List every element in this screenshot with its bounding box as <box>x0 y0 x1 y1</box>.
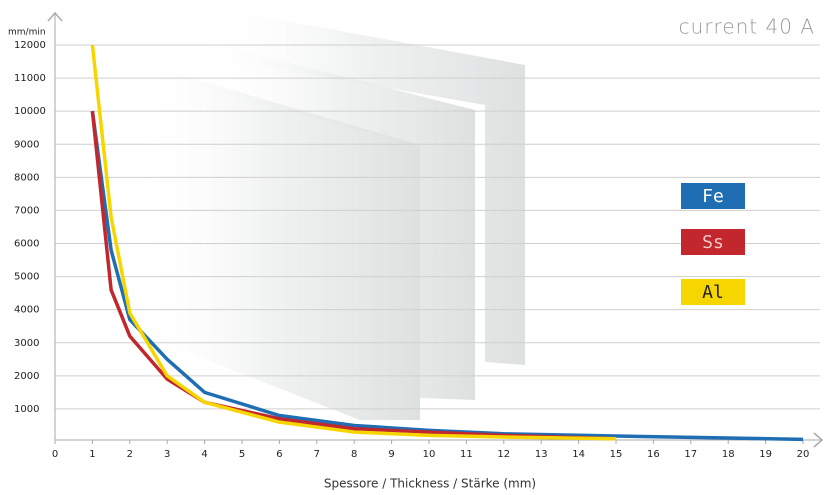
y-tick-label: 9000 <box>14 139 39 150</box>
x-tick-label: 18 <box>722 449 735 460</box>
x-tick-label: 11 <box>460 449 473 460</box>
y-tick-label: 8000 <box>14 172 39 183</box>
x-tick-label: 1 <box>89 449 95 460</box>
x-tick-label: 8 <box>351 449 357 460</box>
x-tick-label: 3 <box>164 449 170 460</box>
legend-item: Al <box>681 279 745 305</box>
legend-label: Ss <box>702 232 724 253</box>
legend-item: Fe <box>681 183 745 209</box>
x-tick-label: 10 <box>423 449 436 460</box>
y-tick-label: 11000 <box>14 73 46 84</box>
x-tick-label: 4 <box>201 449 207 460</box>
x-tick-label: 14 <box>572 449 585 460</box>
y-tick-label: 10000 <box>14 106 46 117</box>
x-tick-label: 9 <box>388 449 394 460</box>
x-tick-label: 16 <box>647 449 660 460</box>
x-tick-label: 5 <box>239 449 245 460</box>
legend-label: Al <box>702 282 724 303</box>
y-tick-label: 12000 <box>14 40 46 51</box>
y-tick-label: 1000 <box>14 404 39 415</box>
x-tick-label: 12 <box>497 449 510 460</box>
legend-swatch <box>681 229 745 255</box>
x-tick-label: 13 <box>535 449 548 460</box>
legend-item: Ss <box>681 229 745 255</box>
x-tick-label: 6 <box>276 449 282 460</box>
x-tick-label: 17 <box>684 449 697 460</box>
y-tick-label: 2000 <box>14 371 39 382</box>
x-axis-label: Spessore / Thickness / Stärke (mm) <box>324 477 536 491</box>
series-line <box>90 110 804 442</box>
x-tick-label: 20 <box>797 449 810 460</box>
y-arrow <box>47 11 63 22</box>
y-tick-label: 6000 <box>14 239 39 250</box>
x-arrow <box>813 432 824 448</box>
y-axis-label: mm/min <box>8 28 46 38</box>
chart-title: current 40 A <box>679 15 815 39</box>
x-tick-label: 2 <box>127 449 133 460</box>
legend-label: Fe <box>702 186 724 207</box>
y-tick-label: 4000 <box>14 305 39 316</box>
x-tick-label: 19 <box>759 449 772 460</box>
y-tick-label: 3000 <box>14 338 39 349</box>
x-tick-label: 0 <box>52 449 58 460</box>
legend-swatch <box>681 183 745 209</box>
y-tick-label: 5000 <box>14 272 39 283</box>
legend-swatch <box>681 279 745 305</box>
background-plates <box>130 5 525 420</box>
x-tick-label: 7 <box>314 449 320 460</box>
x-tick-label: 15 <box>610 449 623 460</box>
series-line <box>90 44 617 441</box>
y-tick-label: 7000 <box>14 205 39 216</box>
